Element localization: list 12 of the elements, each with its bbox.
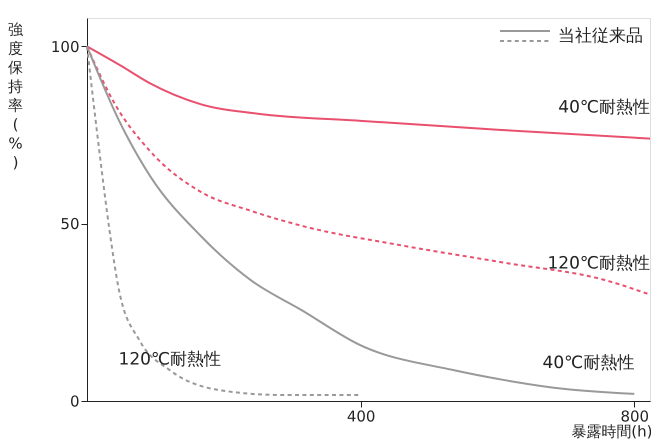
annotation: 120℃耐熱性	[547, 254, 650, 274]
x-axis-title: 暴露時間(h)	[571, 422, 651, 440]
y-axis-title: 強度保持率(%)	[8, 20, 23, 172]
y-tick-label: 50	[60, 215, 80, 234]
x-tick-label: 400	[346, 408, 376, 426]
annotation: 40℃耐熱性	[542, 352, 634, 373]
y-tick-label: 0	[70, 392, 80, 410]
annotation: 40℃耐熱性	[558, 98, 650, 118]
y-tick-label: 100	[50, 38, 80, 56]
x-tick-label: 800	[620, 408, 650, 426]
annotation: 120℃耐熱性	[118, 349, 222, 370]
legend-label: 当社従来品	[558, 26, 643, 46]
